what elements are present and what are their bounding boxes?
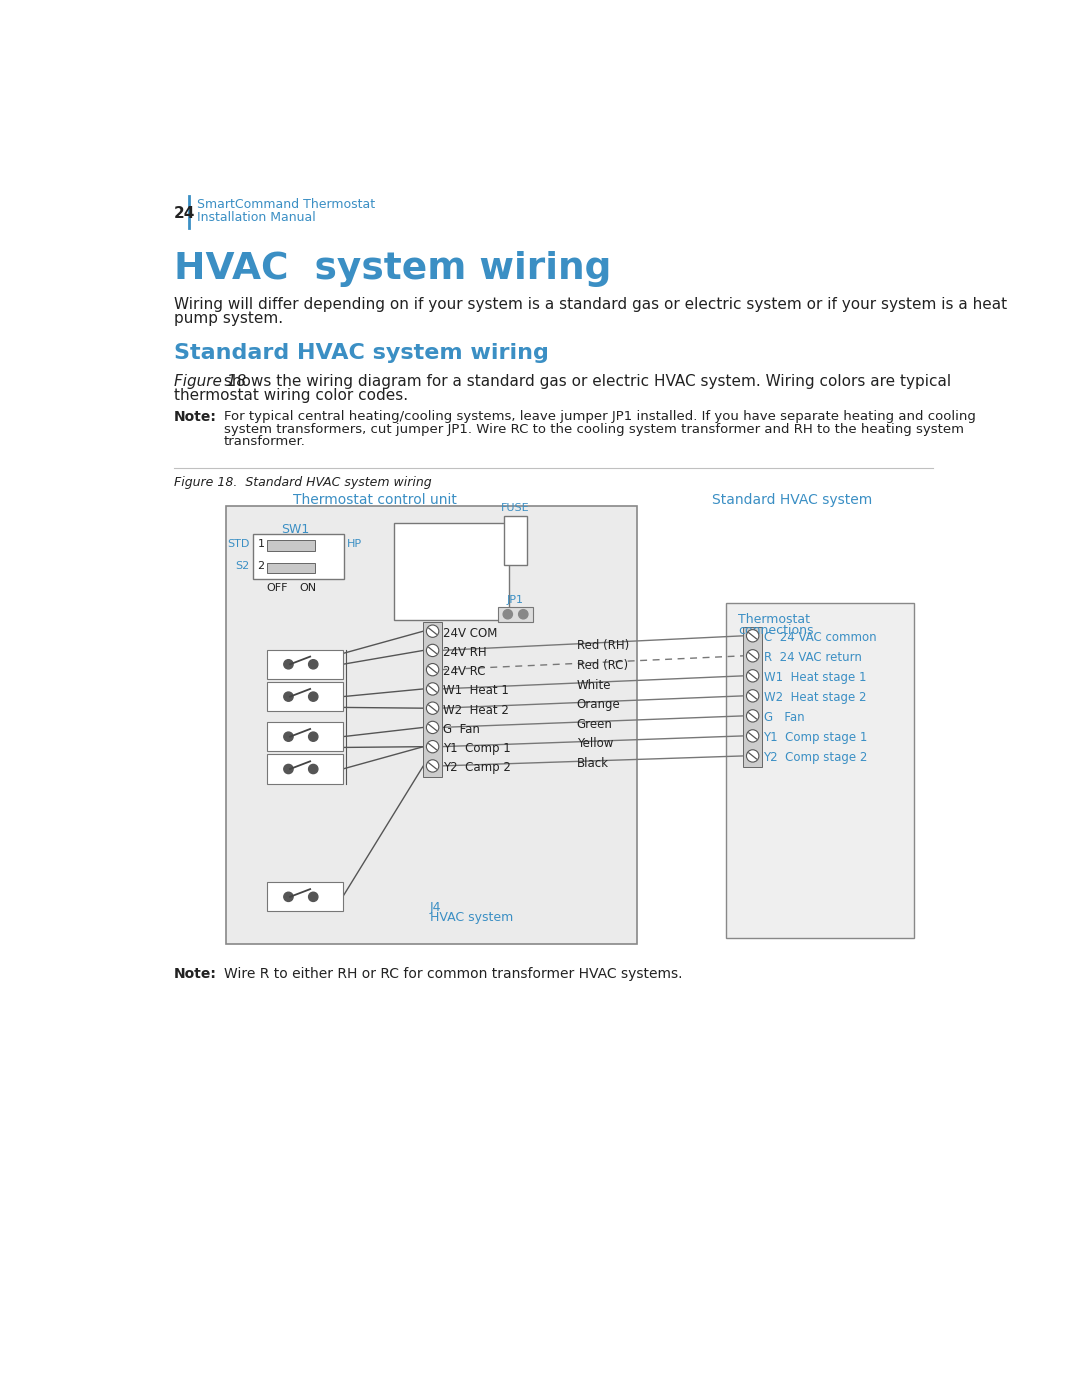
Text: OFF: OFF [267, 584, 288, 594]
Text: S2: S2 [235, 562, 249, 571]
Text: 24V RH: 24V RH [444, 645, 487, 659]
Bar [267, 754, 342, 784]
Text: SmartCommand Thermostat: SmartCommand Thermostat [197, 198, 375, 211]
Circle shape [309, 764, 318, 774]
Circle shape [427, 624, 438, 637]
Bar [227, 507, 637, 944]
Circle shape [427, 664, 438, 676]
Text: HVAC  system wiring: HVAC system wiring [174, 251, 611, 286]
Text: SW1: SW1 [281, 524, 310, 536]
Circle shape [309, 659, 318, 669]
Text: Orange: Orange [577, 698, 621, 711]
Bar [267, 882, 342, 911]
Bar [267, 650, 342, 679]
Text: Wiring will differ depending on if your system is a standard gas or electric sys: Wiring will differ depending on if your … [174, 298, 1007, 312]
Circle shape [746, 690, 759, 703]
Circle shape [518, 609, 528, 619]
Text: HVAC system: HVAC system [430, 911, 513, 925]
Text: shows the wiring diagram for a standard gas or electric HVAC system. Wiring colo: shows the wiring diagram for a standard … [218, 374, 950, 388]
Text: JP1: JP1 [507, 595, 524, 605]
Bar [726, 602, 914, 937]
Circle shape [746, 630, 759, 643]
Bar [394, 524, 509, 620]
Text: Wire R to either RH or RC for common transformer HVAC systems.: Wire R to either RH or RC for common tra… [225, 967, 683, 981]
Text: Note:: Note: [174, 411, 217, 425]
Circle shape [746, 669, 759, 682]
Text: Standard HVAC system wiring: Standard HVAC system wiring [174, 344, 549, 363]
Text: FUSE: FUSE [501, 503, 530, 513]
Text: 24V COM: 24V COM [444, 627, 498, 640]
Text: 24: 24 [174, 207, 195, 221]
Text: ON: ON [299, 584, 316, 594]
Text: Y2  Camp 2: Y2 Camp 2 [444, 761, 511, 774]
Text: system transformers, cut jumper JP1. Wire RC to the cooling system transformer a: system transformers, cut jumper JP1. Wir… [225, 422, 964, 436]
Circle shape [746, 650, 759, 662]
Text: thermostat wiring color codes.: thermostat wiring color codes. [174, 388, 408, 402]
Bar [267, 563, 314, 573]
Text: Yellow: Yellow [577, 738, 613, 750]
Bar [423, 622, 442, 777]
Text: W2  Heat stage 2: W2 Heat stage 2 [764, 692, 866, 704]
Circle shape [503, 609, 512, 619]
Text: G   Fan: G Fan [764, 711, 805, 724]
Text: Standard HVAC system: Standard HVAC system [712, 493, 873, 507]
Circle shape [746, 729, 759, 742]
Text: Thermostat: Thermostat [738, 613, 810, 626]
Circle shape [309, 893, 318, 901]
Text: Y1  Comp stage 1: Y1 Comp stage 1 [764, 731, 868, 745]
Text: Green: Green [577, 718, 612, 731]
Text: R  24 VAC return: R 24 VAC return [764, 651, 862, 664]
Text: C  24 VAC common: C 24 VAC common [764, 631, 876, 644]
Text: pump system.: pump system. [174, 312, 283, 326]
Circle shape [427, 721, 438, 733]
Text: STD: STD [227, 539, 249, 549]
Bar [253, 534, 345, 578]
Text: Red (RH): Red (RH) [577, 640, 629, 652]
Circle shape [427, 703, 438, 714]
Circle shape [309, 732, 318, 742]
Circle shape [284, 659, 293, 669]
Text: Figure 18: Figure 18 [174, 374, 246, 388]
Bar [267, 541, 314, 550]
Text: W1  Heat stage 1: W1 Heat stage 1 [764, 671, 866, 685]
Text: Note:: Note: [174, 967, 217, 981]
Bar [267, 722, 342, 752]
Text: G  Fan: G Fan [444, 722, 481, 736]
Text: W1  Heat 1: W1 Heat 1 [444, 685, 510, 697]
Text: 2: 2 [257, 562, 265, 571]
Text: 24V RC: 24V RC [444, 665, 486, 678]
Text: For typical central heating/cooling systems, leave jumper JP1 installed. If you : For typical central heating/cooling syst… [225, 411, 976, 423]
Bar [499, 606, 532, 622]
Circle shape [284, 893, 293, 901]
Circle shape [309, 692, 318, 701]
Text: J4: J4 [430, 901, 441, 914]
Circle shape [746, 750, 759, 763]
Circle shape [284, 732, 293, 742]
Text: 1: 1 [257, 539, 265, 549]
Circle shape [427, 760, 438, 773]
Text: White: White [577, 679, 611, 692]
Circle shape [284, 692, 293, 701]
Text: connections: connections [738, 624, 813, 637]
Text: Y2  Comp stage 2: Y2 Comp stage 2 [764, 752, 868, 764]
Circle shape [284, 764, 293, 774]
Circle shape [427, 683, 438, 696]
Bar [743, 627, 762, 767]
Text: Figure 18.  Standard HVAC system wiring: Figure 18. Standard HVAC system wiring [174, 475, 431, 489]
Text: Installation Manual: Installation Manual [197, 211, 315, 224]
Text: transformer.: transformer. [225, 434, 306, 448]
Text: Thermostat control unit: Thermostat control unit [294, 493, 457, 507]
Bar [267, 682, 342, 711]
Text: HP: HP [348, 539, 363, 549]
Text: Black: Black [577, 757, 609, 770]
Text: W2  Heat 2: W2 Heat 2 [444, 704, 510, 717]
Circle shape [427, 740, 438, 753]
Text: Y1  Comp 1: Y1 Comp 1 [444, 742, 511, 754]
Text: Red (RC): Red (RC) [577, 659, 627, 672]
Bar [504, 515, 527, 564]
Circle shape [427, 644, 438, 657]
Circle shape [746, 710, 759, 722]
